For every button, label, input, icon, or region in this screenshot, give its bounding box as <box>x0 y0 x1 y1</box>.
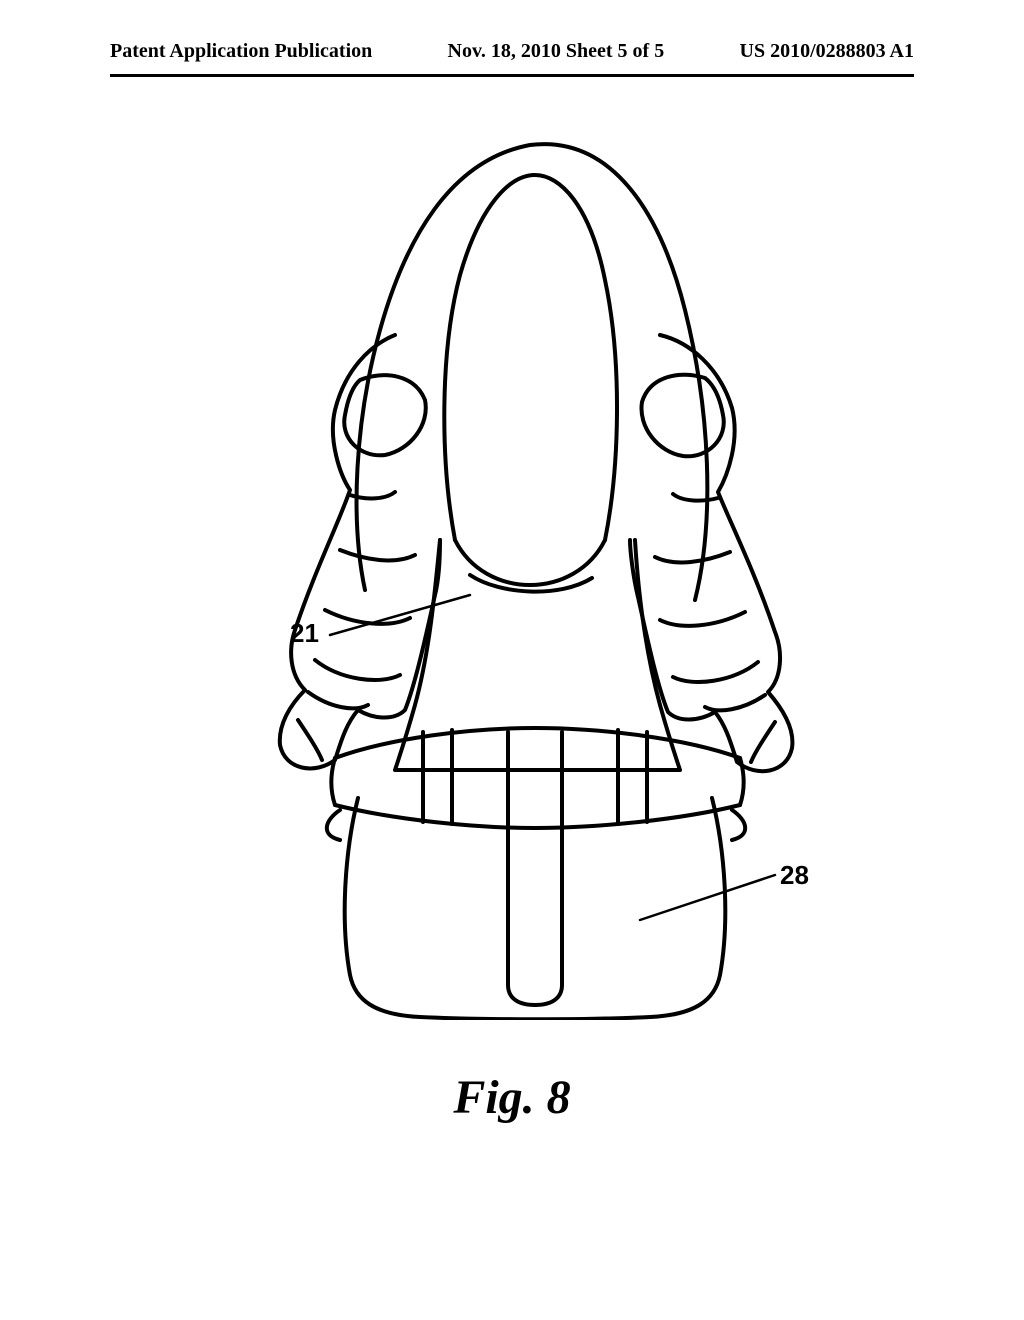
center-strap <box>508 732 562 1005</box>
right-cuff <box>705 695 765 710</box>
patent-figure-svg <box>140 120 884 1020</box>
leader-21 <box>330 595 470 635</box>
left-hand-split <box>298 720 322 760</box>
header-right: US 2010/0288803 A1 <box>740 40 914 63</box>
leader-28 <box>640 875 775 920</box>
right-arm-fold-4 <box>673 662 758 682</box>
ref-label-28: 28 <box>780 860 809 891</box>
figure-caption: Fig. 8 <box>0 1070 1024 1125</box>
belt-top <box>335 728 740 758</box>
skirt-right-flare <box>732 810 745 840</box>
belt-right-end <box>740 758 744 805</box>
header-rule <box>110 74 914 77</box>
belt-bottom <box>335 805 740 828</box>
right-arm-fold-3 <box>660 612 745 626</box>
hood-inner <box>444 175 617 540</box>
right-arm-fold-2 <box>655 552 730 562</box>
header-left: Patent Application Publication <box>110 40 372 63</box>
belt-left-end <box>331 758 335 805</box>
page-header: Patent Application Publication Nov. 18, … <box>0 40 1024 63</box>
right-arm-outline <box>630 335 792 771</box>
right-arm-fold-1 <box>673 494 718 501</box>
right-hand-split <box>751 722 775 762</box>
ref-label-21: 21 <box>290 618 319 649</box>
right-elbow-patch <box>641 375 723 457</box>
hood-outer <box>357 144 708 600</box>
left-cuff <box>308 692 368 708</box>
skirt-outline <box>345 798 726 1019</box>
skirt-left-flare <box>327 810 340 840</box>
header-center: Nov. 18, 2010 Sheet 5 of 5 <box>448 40 665 63</box>
left-elbow-patch <box>344 375 426 455</box>
page: Patent Application Publication Nov. 18, … <box>0 0 1024 1320</box>
left-arm-fold-4 <box>315 660 400 680</box>
left-arm-fold-2 <box>340 550 415 560</box>
figure-area: 21 28 <box>140 120 884 1020</box>
